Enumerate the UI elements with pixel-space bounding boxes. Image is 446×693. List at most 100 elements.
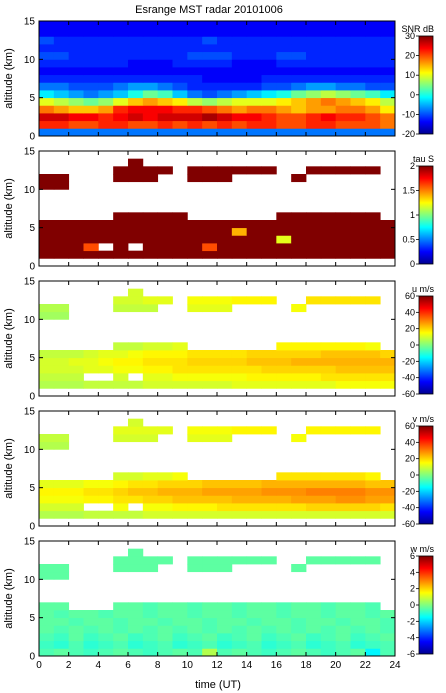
heatmap-cell <box>98 495 114 504</box>
heatmap-cell <box>172 380 188 389</box>
heatmap-cell <box>276 342 292 351</box>
heatmap-cell <box>68 120 84 129</box>
heatmap-cell <box>113 28 129 37</box>
heatmap-cell <box>217 503 233 512</box>
y-tick-label: 15 <box>24 537 36 548</box>
heatmap-cell <box>246 480 262 489</box>
heatmap-cell <box>365 556 381 565</box>
heatmap-cell <box>128 625 144 634</box>
heatmap-cell <box>98 51 114 60</box>
colorbar-tick-label: 0 <box>410 259 415 269</box>
heatmap-cell <box>172 51 188 60</box>
colorbar-tick-label: 40 <box>405 437 415 447</box>
heatmap-cell <box>276 380 292 389</box>
heatmap-cell <box>231 495 248 504</box>
heatmap-cell <box>142 166 159 175</box>
heatmap-cell <box>365 380 381 389</box>
heatmap-cell <box>53 97 70 106</box>
heatmap-cell <box>98 220 114 229</box>
heatmap-cell <box>142 426 159 435</box>
heatmap-cell <box>276 633 292 642</box>
y-tick-label: 10 <box>24 575 36 586</box>
heatmap-cell <box>320 28 337 37</box>
heatmap-cell <box>39 617 55 626</box>
heatmap-cell <box>231 235 248 244</box>
heatmap-cell <box>350 51 366 60</box>
heatmap-cell <box>380 128 396 137</box>
heatmap-cell <box>53 373 70 382</box>
heatmap-cell <box>246 380 262 389</box>
heatmap-cell <box>261 28 277 37</box>
heatmap-cell <box>335 166 351 175</box>
heatmap-cell <box>306 28 322 37</box>
heatmap-cell <box>276 21 292 30</box>
heatmap-cell <box>157 380 173 389</box>
y-tick-label: 0 <box>29 392 35 403</box>
colorbar-tick-label: -10 <box>402 109 415 119</box>
heatmap-cell <box>157 487 173 496</box>
heatmap-cell <box>246 105 262 114</box>
heatmap-cell <box>261 380 277 389</box>
heatmap-cell <box>261 365 277 374</box>
heatmap-cell <box>261 357 277 366</box>
heatmap-cell <box>335 357 351 366</box>
colorbar-label: tau S <box>413 154 434 164</box>
heatmap-cell <box>128 288 144 297</box>
heatmap-cell <box>380 610 396 619</box>
heatmap-cell <box>217 373 233 382</box>
heatmap-cell <box>68 357 84 366</box>
heatmap-cell <box>157 235 173 244</box>
heatmap-cell <box>261 250 277 259</box>
heatmap-cell <box>68 97 84 106</box>
heatmap-cell <box>380 633 396 642</box>
heatmap-cell <box>113 44 129 53</box>
heatmap-cell <box>217 227 233 236</box>
heatmap-cell <box>113 105 129 114</box>
heatmap-cell <box>202 640 218 649</box>
heatmap-cell <box>261 495 277 504</box>
heatmap-cell <box>335 380 351 389</box>
heatmap-cell <box>291 82 307 91</box>
heatmap-cell <box>365 51 381 60</box>
x-tick-label: 18 <box>300 660 312 671</box>
heatmap-cell <box>202 227 218 236</box>
heatmap-cell <box>320 633 337 642</box>
heatmap-cell <box>202 296 218 305</box>
heatmap-cell <box>231 21 248 30</box>
heatmap-cell <box>202 625 218 634</box>
heatmap-cell <box>157 97 173 106</box>
x-tick-label: 0 <box>36 660 42 671</box>
heatmap-cell <box>83 357 99 366</box>
heatmap-cell <box>291 113 307 122</box>
heatmap-cell <box>217 250 233 259</box>
heatmap-cell <box>365 487 381 496</box>
heatmap-cell <box>380 105 396 114</box>
heatmap-cell <box>276 90 292 99</box>
heatmap-cell <box>113 90 129 99</box>
heatmap-cell <box>83 97 99 106</box>
heatmap-cell <box>246 357 262 366</box>
heatmap-cell <box>306 36 322 45</box>
heatmap-cell <box>320 21 337 30</box>
heatmap-cell <box>187 28 203 37</box>
heatmap-cell <box>217 243 233 252</box>
heatmap-cell <box>246 602 262 611</box>
heatmap-cell <box>306 556 322 565</box>
heatmap-cell <box>231 296 248 305</box>
heatmap-cell <box>380 243 396 252</box>
heatmap-cell <box>291 74 307 83</box>
heatmap-cell <box>142 51 159 60</box>
heatmap-cell <box>335 36 351 45</box>
heatmap-cell <box>98 227 114 236</box>
heatmap-cell <box>98 633 114 642</box>
heatmap-cell <box>217 105 233 114</box>
heatmap-cell <box>128 51 144 60</box>
heatmap-cell <box>172 503 188 512</box>
heatmap-cell <box>246 426 262 435</box>
heatmap-cell <box>320 472 337 481</box>
heatmap-cell <box>231 250 248 259</box>
colorbar-tick-label: 60 <box>405 421 415 431</box>
heatmap-cell <box>350 556 366 565</box>
heatmap-cell <box>187 105 203 114</box>
